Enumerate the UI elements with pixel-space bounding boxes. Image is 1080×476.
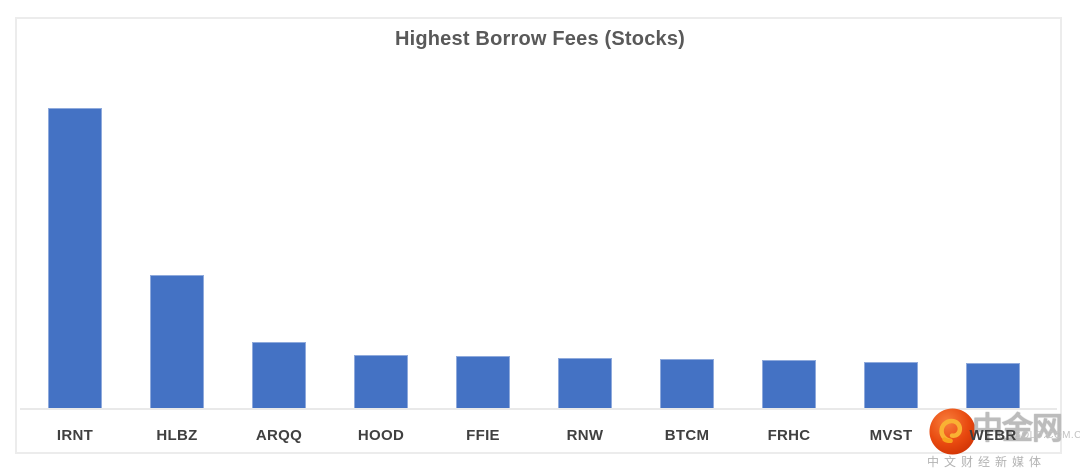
bar-mvst	[864, 362, 918, 409]
bar-column	[126, 108, 228, 409]
bar-column	[24, 108, 126, 409]
bar-rnw	[558, 358, 612, 409]
x-label-rnw: RNW	[566, 427, 604, 444]
x-label-hood: HOOD	[357, 427, 405, 444]
x-axis-line	[20, 408, 1057, 410]
bar-column	[534, 108, 636, 409]
x-label-webr: WEBR	[969, 427, 1017, 444]
bar-column	[636, 108, 738, 409]
bar-column	[228, 108, 330, 409]
bar-hlbz	[150, 275, 204, 409]
watermark-tagline-text: 中文财经新媒体	[927, 455, 1047, 469]
x-label-ffie: FFIE	[466, 427, 500, 444]
x-label-irnt: IRNT	[56, 427, 94, 444]
bars-row	[24, 108, 1065, 409]
bar-webr	[966, 363, 1020, 409]
labels-row: IRNT HLBZ ARQQ HOOD FFIE RNW BTCM FRHC MVST WEBR	[24, 427, 1065, 444]
bar-irnt	[48, 108, 102, 409]
x-label-mvst: MVST	[869, 427, 913, 444]
x-label-btcm: BTCM	[664, 427, 710, 444]
bar-column	[432, 108, 534, 409]
bar-column	[330, 108, 432, 409]
bar-column	[840, 108, 942, 409]
bar-column	[942, 108, 1044, 409]
bar-column	[738, 108, 840, 409]
bar-hood	[354, 355, 408, 409]
x-label-hlbz: HLBZ	[156, 427, 198, 444]
bar-ffie	[456, 356, 510, 409]
x-label-frhc: FRHC	[767, 427, 811, 444]
x-label-arqq: ARQQ	[255, 427, 303, 444]
bar-btcm	[660, 359, 714, 409]
chart-title: Highest Borrow Fees (Stocks)	[394, 28, 686, 50]
bar-arqq	[252, 342, 306, 409]
bar-frhc	[762, 360, 816, 409]
